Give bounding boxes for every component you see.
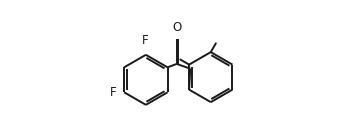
Text: O: O [172,21,182,34]
Text: F: F [142,34,149,47]
Text: F: F [110,86,117,99]
